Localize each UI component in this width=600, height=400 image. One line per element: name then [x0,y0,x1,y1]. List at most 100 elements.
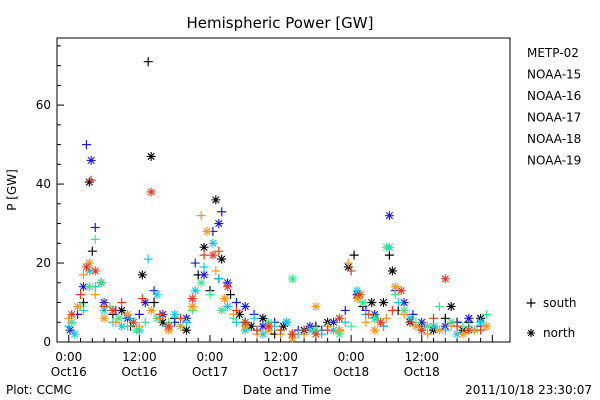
data-point [287,329,297,339]
marker-legend-label: south [543,296,577,310]
x-tick-time: 12:00 [404,350,439,364]
data-point [158,317,168,327]
data-point [128,317,138,327]
data-point [231,305,241,315]
data-point [99,301,109,311]
data-point [199,242,209,252]
data-point [208,250,218,260]
data-point [323,325,333,335]
data-point [164,321,174,331]
data-point [434,325,444,335]
data-point [358,298,368,308]
data-point [476,317,486,327]
data-point [329,317,339,327]
data-point [440,274,450,284]
data-point [67,317,77,327]
legend-item: NOAA-15 [527,68,581,82]
data-point [340,317,350,327]
north-marker-icon [527,329,535,337]
x-tick-time: 0:00 [196,350,223,364]
data-point [202,226,212,236]
data-point [346,321,356,331]
data-point [311,329,321,339]
data-point [370,325,380,335]
data-point [134,309,144,319]
data-point [117,305,127,315]
data-point [234,309,244,319]
data-point [208,238,218,248]
data-point [464,325,474,335]
data-point [387,305,397,315]
x-tick-time: 12:00 [122,350,157,364]
data-point [190,258,200,268]
data-point [99,313,109,323]
data-point [334,325,344,335]
data-point [390,282,400,292]
data-point [226,290,236,300]
legend-item: NOAA-19 [527,154,581,168]
chart-title: Hemispheric Power [GW] [187,14,374,32]
data-point [131,325,141,335]
y-tick-label: 20 [36,256,51,270]
data-point [458,329,468,339]
data-point [220,294,230,304]
data-point [249,313,259,323]
data-point [84,258,94,268]
data-point [429,321,439,331]
data-point [464,313,474,323]
data-point [146,305,156,315]
x-tick-date: Oct17 [263,365,299,379]
data-point [476,325,486,335]
data-point [352,294,362,304]
data-point [287,274,297,284]
data-point [199,270,209,280]
data-point [276,325,286,335]
data-point [205,290,215,300]
y-tick-label: 60 [36,98,51,112]
data-point [140,298,150,308]
data-point [390,290,400,300]
data-point [196,211,206,221]
data-point [423,321,433,331]
data-point [73,301,83,311]
data-point [137,270,147,280]
data-point [361,317,371,327]
x-tick-date: Oct18 [404,365,440,379]
data-point [481,309,491,319]
data-point [223,301,233,311]
data-point [199,250,209,260]
plot-frame [56,37,511,343]
data-point [90,266,100,276]
data-point [217,254,227,264]
data-point [329,325,339,335]
data-point [399,298,409,308]
legend: METP-02 NOAA-15 NOAA-16 NOAA-17 NOAA-18 NOAA-… [527,46,581,168]
data-point [86,155,96,165]
data-point [384,211,394,221]
data-point [90,290,100,300]
data-point [176,313,186,323]
data-point [231,298,241,308]
data-point [146,151,156,161]
x-tick-date: Oct16 [121,365,157,379]
data-point [240,301,250,311]
data-point [149,298,159,308]
south-marker-icon [526,298,536,308]
data-point [258,321,268,331]
data-point [370,313,380,323]
data-point [381,313,391,323]
y-axis: 0 20 40 60 [36,45,64,349]
data-point [81,140,91,150]
data-point [240,317,250,327]
data-point [137,294,147,304]
data-point [187,301,197,311]
data-point [355,290,365,300]
data-point [90,223,100,233]
y-axis-label: P [GW] [5,169,19,211]
marker-legend: south north [526,296,577,340]
x-axis: 0:00Oct1612:00Oct160:00Oct1712:00Oct170:… [51,335,493,379]
plot-source: Plot: CCMC [6,383,72,397]
data-point [190,286,200,296]
data-point [67,309,77,319]
